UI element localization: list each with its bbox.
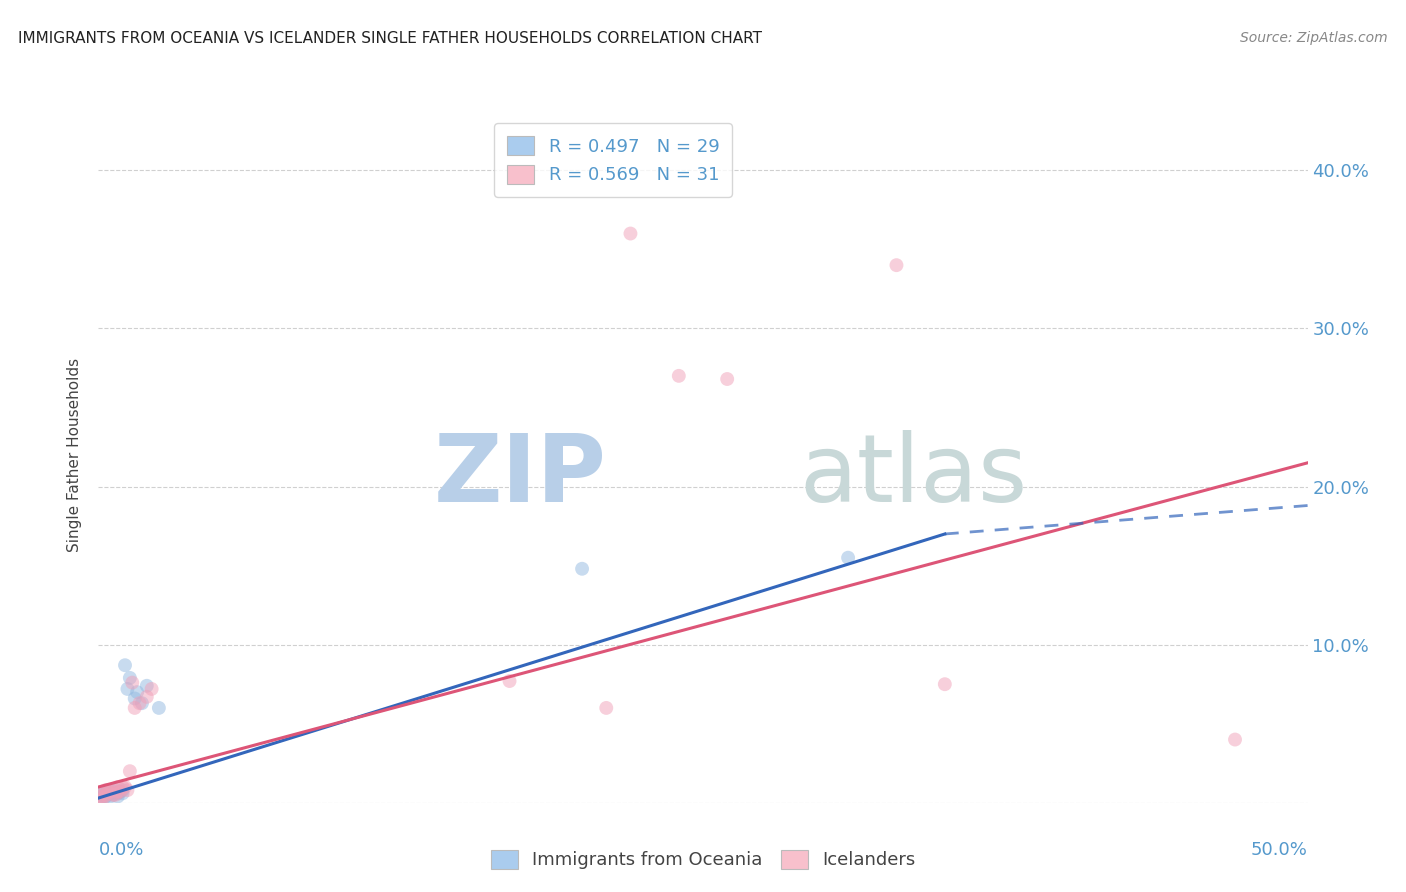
Point — [148, 701, 170, 715]
Point — [108, 785, 131, 799]
Legend: R = 0.497   N = 29, R = 0.569   N = 31: R = 0.497 N = 29, R = 0.569 N = 31 — [495, 123, 733, 197]
Point — [108, 785, 131, 799]
Point — [619, 227, 641, 241]
Point — [91, 786, 114, 800]
Text: IMMIGRANTS FROM OCEANIA VS ICELANDER SINGLE FATHER HOUSEHOLDS CORRELATION CHART: IMMIGRANTS FROM OCEANIA VS ICELANDER SIN… — [18, 31, 762, 46]
Point — [595, 701, 617, 715]
Point — [114, 780, 136, 794]
Point — [111, 780, 134, 794]
Legend: Immigrants from Oceania, Icelanders: Immigrants from Oceania, Icelanders — [482, 841, 924, 879]
Point — [90, 789, 112, 804]
Point — [104, 788, 127, 802]
Point — [107, 786, 129, 800]
Point — [117, 783, 139, 797]
Point — [107, 780, 129, 794]
Point — [114, 658, 136, 673]
Point — [135, 690, 157, 704]
Point — [104, 783, 127, 797]
Point — [886, 258, 908, 272]
Point — [135, 679, 157, 693]
Point — [94, 788, 117, 802]
Y-axis label: Single Father Households: Single Father Households — [67, 358, 83, 552]
Point — [97, 783, 120, 797]
Point — [90, 792, 112, 806]
Point — [97, 785, 120, 799]
Point — [100, 786, 122, 800]
Point — [128, 696, 150, 710]
Point — [124, 701, 146, 715]
Point — [101, 788, 124, 802]
Point — [118, 764, 141, 779]
Point — [716, 372, 738, 386]
Text: atlas: atlas — [800, 430, 1028, 522]
Point — [100, 789, 122, 804]
Point — [571, 562, 593, 576]
Point — [90, 791, 112, 805]
Point — [100, 785, 122, 799]
Point — [934, 677, 956, 691]
Point — [118, 671, 141, 685]
Point — [101, 783, 124, 797]
Point — [131, 696, 153, 710]
Point — [111, 786, 134, 800]
Point — [111, 783, 134, 797]
Point — [107, 785, 129, 799]
Point — [94, 789, 117, 804]
Point — [121, 675, 143, 690]
Point — [837, 550, 859, 565]
Point — [90, 788, 112, 802]
Point — [104, 786, 127, 800]
Point — [127, 685, 149, 699]
Text: 0.0%: 0.0% — [98, 841, 143, 859]
Point — [101, 788, 124, 802]
Point — [124, 691, 146, 706]
Text: Source: ZipAtlas.com: Source: ZipAtlas.com — [1240, 31, 1388, 45]
Text: ZIP: ZIP — [433, 430, 606, 522]
Point — [94, 786, 117, 800]
Point — [1223, 732, 1246, 747]
Point — [101, 785, 124, 799]
Point — [97, 788, 120, 802]
Point — [91, 786, 114, 800]
Point — [91, 791, 114, 805]
Point — [498, 674, 520, 689]
Point — [91, 789, 114, 804]
Point — [107, 789, 129, 804]
Text: 50.0%: 50.0% — [1251, 841, 1308, 859]
Point — [668, 368, 690, 383]
Point — [141, 681, 163, 696]
Point — [94, 783, 117, 797]
Point — [117, 681, 139, 696]
